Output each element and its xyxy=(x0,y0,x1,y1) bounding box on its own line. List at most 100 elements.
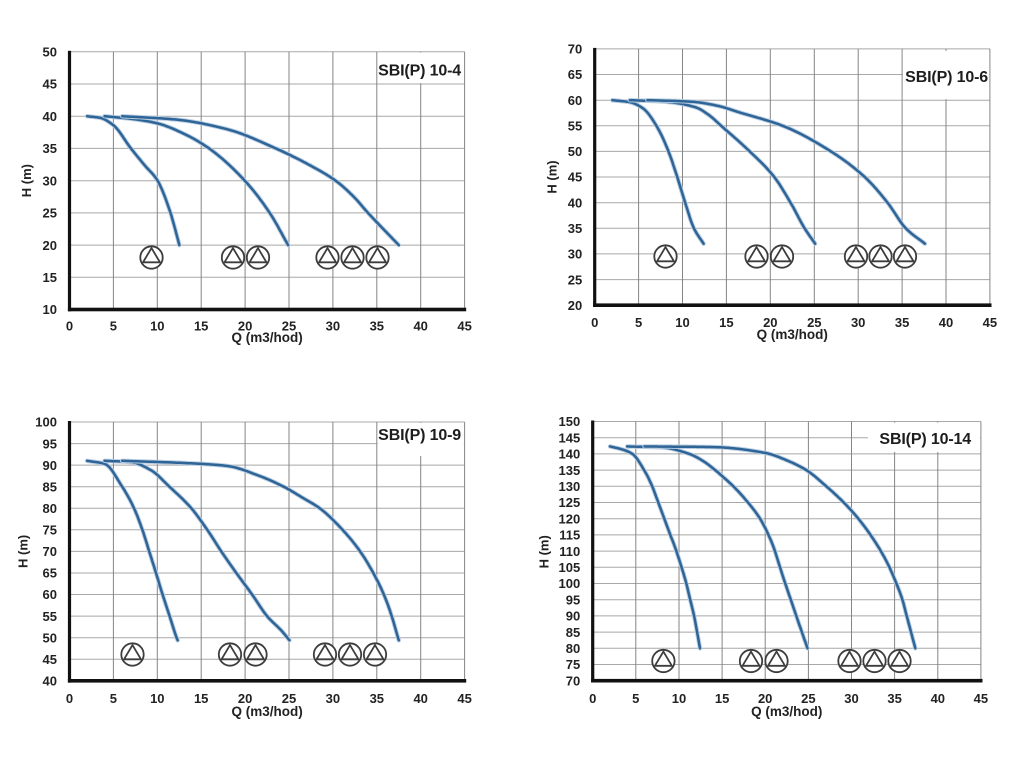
svg-text:40: 40 xyxy=(413,691,427,706)
svg-text:60: 60 xyxy=(43,587,57,602)
svg-text:115: 115 xyxy=(559,528,580,543)
svg-text:40: 40 xyxy=(43,109,57,124)
svg-text:55: 55 xyxy=(568,119,582,134)
svg-text:95: 95 xyxy=(566,592,580,607)
svg-text:130: 130 xyxy=(558,479,580,494)
svg-text:0: 0 xyxy=(66,318,73,333)
svg-text:140: 140 xyxy=(558,447,580,462)
svg-text:20: 20 xyxy=(758,691,772,706)
svg-text:H (m): H (m) xyxy=(16,535,31,568)
svg-text:SBI(P) 10-14: SBI(P) 10-14 xyxy=(879,431,971,448)
svg-text:70: 70 xyxy=(43,544,57,559)
svg-text:45: 45 xyxy=(457,691,471,706)
svg-text:25: 25 xyxy=(807,315,821,330)
svg-text:20: 20 xyxy=(568,298,582,313)
svg-text:15: 15 xyxy=(43,270,57,285)
svg-text:150: 150 xyxy=(558,414,580,429)
svg-text:0: 0 xyxy=(589,691,596,706)
svg-text:45: 45 xyxy=(43,652,57,667)
svg-text:40: 40 xyxy=(568,195,582,210)
svg-text:10: 10 xyxy=(675,315,689,330)
svg-text:60: 60 xyxy=(568,93,582,108)
svg-text:80: 80 xyxy=(566,641,580,656)
svg-text:25: 25 xyxy=(568,272,582,287)
svg-text:125: 125 xyxy=(558,495,580,510)
svg-text:45: 45 xyxy=(983,315,997,330)
svg-text:15: 15 xyxy=(194,691,208,706)
svg-text:20: 20 xyxy=(763,315,777,330)
svg-text:95: 95 xyxy=(43,436,57,451)
svg-text:85: 85 xyxy=(43,479,57,494)
svg-text:10: 10 xyxy=(150,691,164,706)
svg-text:50: 50 xyxy=(568,144,582,159)
svg-text:50: 50 xyxy=(43,630,57,645)
svg-text:10: 10 xyxy=(672,691,686,706)
svg-text:55: 55 xyxy=(43,609,57,624)
svg-text:30: 30 xyxy=(43,173,57,188)
svg-text:25: 25 xyxy=(801,691,815,706)
svg-text:25: 25 xyxy=(43,206,57,221)
svg-text:H (m): H (m) xyxy=(545,160,560,193)
svg-text:20: 20 xyxy=(238,691,252,706)
svg-text:10: 10 xyxy=(43,302,57,317)
svg-text:40: 40 xyxy=(43,674,57,689)
svg-text:100: 100 xyxy=(558,576,580,591)
svg-text:Q (m3/hod): Q (m3/hod) xyxy=(751,704,822,719)
svg-text:40: 40 xyxy=(939,315,953,330)
svg-text:35: 35 xyxy=(43,141,57,156)
svg-text:145: 145 xyxy=(558,430,580,445)
svg-text:H (m): H (m) xyxy=(537,535,552,568)
svg-text:50: 50 xyxy=(43,45,57,60)
svg-text:Q (m3/hod): Q (m3/hod) xyxy=(231,704,302,719)
svg-text:25: 25 xyxy=(282,318,296,333)
svg-text:5: 5 xyxy=(110,691,117,706)
svg-text:0: 0 xyxy=(66,691,73,706)
svg-text:110: 110 xyxy=(559,544,580,559)
svg-text:35: 35 xyxy=(370,318,384,333)
svg-text:Q (m3/hod): Q (m3/hod) xyxy=(757,327,828,342)
svg-text:135: 135 xyxy=(558,463,580,478)
svg-text:35: 35 xyxy=(895,315,909,330)
svg-text:30: 30 xyxy=(326,318,340,333)
svg-text:25: 25 xyxy=(282,691,296,706)
svg-text:10: 10 xyxy=(150,318,164,333)
svg-text:65: 65 xyxy=(568,67,582,82)
svg-text:100: 100 xyxy=(35,415,57,430)
svg-text:30: 30 xyxy=(844,691,858,706)
svg-text:80: 80 xyxy=(43,501,57,516)
svg-text:5: 5 xyxy=(632,691,639,706)
svg-text:15: 15 xyxy=(194,318,208,333)
svg-text:75: 75 xyxy=(43,523,57,538)
svg-text:45: 45 xyxy=(974,691,988,706)
svg-text:15: 15 xyxy=(715,691,729,706)
svg-text:SBI(P) 10-6: SBI(P) 10-6 xyxy=(905,69,988,86)
svg-text:SBI(P) 10-4: SBI(P) 10-4 xyxy=(378,62,461,79)
svg-text:90: 90 xyxy=(43,458,57,473)
svg-text:120: 120 xyxy=(558,511,580,526)
svg-text:30: 30 xyxy=(851,315,865,330)
svg-text:90: 90 xyxy=(566,609,580,624)
svg-text:35: 35 xyxy=(370,691,384,706)
svg-text:40: 40 xyxy=(931,691,945,706)
svg-text:Q (m3/hod): Q (m3/hod) xyxy=(231,330,302,345)
svg-text:85: 85 xyxy=(566,625,580,640)
svg-text:20: 20 xyxy=(43,238,57,253)
svg-text:35: 35 xyxy=(887,691,901,706)
svg-text:20: 20 xyxy=(238,318,252,333)
svg-text:15: 15 xyxy=(719,315,733,330)
svg-text:75: 75 xyxy=(566,657,580,672)
svg-text:35: 35 xyxy=(568,221,582,236)
svg-text:45: 45 xyxy=(43,77,57,92)
svg-text:105: 105 xyxy=(558,560,580,575)
svg-text:5: 5 xyxy=(110,318,117,333)
svg-text:30: 30 xyxy=(326,691,340,706)
svg-text:5: 5 xyxy=(635,315,642,330)
svg-text:45: 45 xyxy=(568,170,582,185)
svg-text:30: 30 xyxy=(568,247,582,262)
svg-text:70: 70 xyxy=(568,42,582,57)
svg-text:65: 65 xyxy=(43,566,57,581)
svg-text:0: 0 xyxy=(591,315,598,330)
svg-text:H (m): H (m) xyxy=(19,164,34,197)
svg-text:40: 40 xyxy=(413,318,427,333)
svg-text:70: 70 xyxy=(566,673,580,688)
